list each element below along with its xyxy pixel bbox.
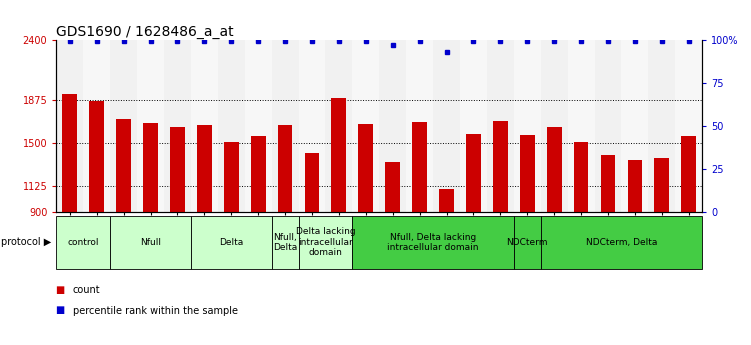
Bar (601, 155, 615, 316)
Text: ■: ■ (56, 285, 68, 295)
Bar (83, 40, 110, 212)
Text: Delta: Delta (219, 238, 243, 247)
Bar (466, 134, 481, 316)
Bar (385, 161, 400, 316)
Text: percentile rank within the sample: percentile rank within the sample (73, 306, 238, 315)
Bar (628, 160, 642, 316)
Bar (675, 40, 702, 212)
Text: GDS1690 / 1628486_a_at: GDS1690 / 1628486_a_at (56, 24, 234, 39)
Text: protocol ▶: protocol ▶ (1, 237, 51, 247)
Bar (191, 40, 218, 212)
Text: Nfull, Delta lacking
intracellular domain: Nfull, Delta lacking intracellular domai… (388, 233, 479, 252)
Bar (251, 136, 266, 316)
Text: NDCterm: NDCterm (506, 238, 548, 247)
Bar (245, 40, 272, 212)
Bar (170, 127, 185, 316)
Bar (547, 127, 562, 316)
Bar (197, 125, 212, 316)
Bar (433, 40, 460, 212)
Bar (299, 40, 325, 212)
Bar (325, 40, 352, 212)
Bar (56, 40, 83, 212)
Bar (412, 122, 427, 316)
Bar (305, 153, 319, 316)
Bar (331, 98, 346, 316)
Bar (272, 40, 299, 212)
Bar (595, 40, 622, 212)
Bar (143, 123, 158, 316)
Bar (460, 40, 487, 212)
Bar (358, 124, 373, 316)
Bar (352, 40, 379, 212)
Bar (568, 40, 595, 212)
Bar (654, 158, 669, 316)
Bar (224, 142, 239, 316)
Bar (62, 94, 77, 316)
Bar (648, 40, 675, 212)
Text: ■: ■ (56, 306, 68, 315)
Text: Delta lacking
intracellular
domain: Delta lacking intracellular domain (296, 227, 355, 257)
Bar (164, 40, 191, 212)
Bar (110, 40, 137, 212)
Text: Nfull: Nfull (140, 238, 161, 247)
Bar (116, 119, 131, 316)
Bar (218, 40, 245, 212)
Text: control: control (68, 238, 99, 247)
Text: Nfull,
Delta: Nfull, Delta (273, 233, 297, 252)
Bar (137, 40, 164, 212)
Bar (278, 125, 292, 316)
Bar (514, 40, 541, 212)
Bar (681, 136, 696, 316)
Bar (520, 135, 535, 316)
Bar (574, 142, 589, 316)
Text: count: count (73, 285, 101, 295)
Bar (493, 121, 508, 316)
Bar (89, 101, 104, 316)
Bar (622, 40, 648, 212)
Text: NDCterm, Delta: NDCterm, Delta (586, 238, 657, 247)
Bar (541, 40, 568, 212)
Bar (439, 189, 454, 316)
Bar (406, 40, 433, 212)
Bar (379, 40, 406, 212)
Bar (487, 40, 514, 212)
